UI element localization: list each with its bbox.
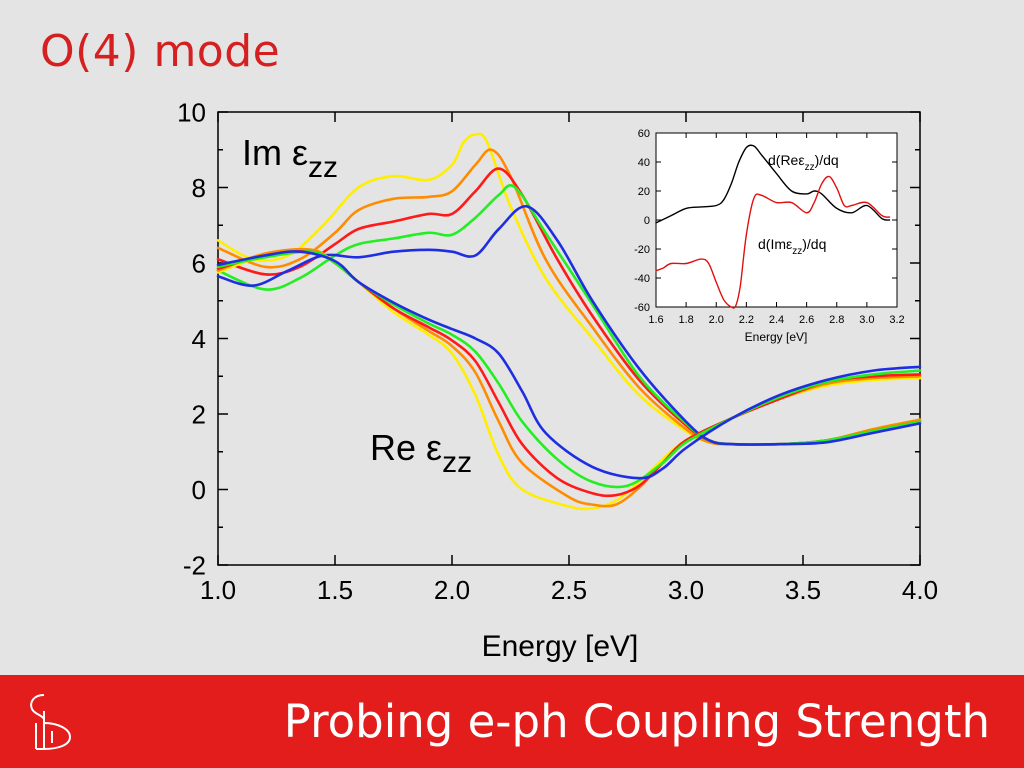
y-tick-label: 10 (177, 97, 206, 127)
inset-dre-annotation: d(Reεzz)/dq (768, 152, 839, 173)
re-eps-annotation: Re εzz (370, 427, 472, 479)
institution-logo-icon (30, 694, 72, 750)
x-tick-label: 3.2 (889, 314, 904, 326)
x-tick-label: 2.6 (799, 314, 814, 326)
im-eps-annotation: Im εzz (242, 132, 338, 184)
series-line-0 (655, 144, 891, 224)
y-tick-label: 8 (192, 173, 206, 203)
y-tick-label: 40 (638, 157, 650, 169)
x-tick-label: 2.5 (551, 575, 587, 605)
main-series (216, 132, 922, 511)
inset-plot: 1.6 1.8 2.0 2.2 2.4 2.6 2.8 3.0 3.2 -60 -40 -20 0 20 4… (634, 128, 905, 344)
x-tick-label: 3.0 (859, 314, 874, 326)
y-tick-label: -2 (183, 550, 206, 580)
y-tick-label: 4 (192, 324, 206, 354)
y-tick-label: 0 (192, 475, 206, 505)
inset-plot-frame (655, 132, 898, 308)
slide-title: O(4) mode (40, 26, 281, 77)
footer-title: Probing e-ph Coupling Strength (283, 695, 990, 748)
y-tick-label: 20 (638, 186, 650, 198)
re-series-line-9 (216, 250, 922, 480)
inset-x-axis-label: Energy [eV] (745, 330, 808, 344)
y-tick-label: 60 (638, 128, 650, 140)
y-tick-label: 6 (192, 248, 206, 278)
x-tick-label: 1.8 (678, 314, 693, 326)
re-series-line-8 (216, 250, 922, 489)
y-tick-label: -60 (634, 302, 650, 314)
im-series-line-4 (216, 205, 922, 446)
inset-ticks: 1.6 1.8 2.0 2.2 2.4 2.6 2.8 3.0 3.2 -60 -40 -20 0 20 4… (634, 128, 905, 326)
x-tick-label: 4.0 (902, 575, 938, 605)
main-x-axis-label: Energy [eV] (482, 630, 639, 663)
x-tick-label: 3.0 (668, 575, 704, 605)
y-tick-label: 2 (192, 399, 206, 429)
inset-dim-annotation: d(Imεzz)/dq (758, 236, 826, 257)
x-tick-label: 1.5 (317, 575, 353, 605)
x-tick-label: 1.0 (200, 575, 236, 605)
inset-series (655, 144, 891, 309)
x-tick-label: 2.0 (434, 575, 470, 605)
x-tick-label: 1.6 (648, 314, 663, 326)
y-tick-label: -40 (634, 273, 650, 285)
y-tick-label: 0 (644, 215, 650, 227)
x-tick-label: 3.5 (785, 575, 821, 605)
x-tick-label: 2.2 (739, 314, 754, 326)
footer-bar: Probing e-ph Coupling Strength (0, 675, 1024, 768)
x-tick-label: 2.0 (709, 314, 724, 326)
series-line-1 (655, 175, 891, 309)
x-tick-label: 2.8 (829, 314, 844, 326)
y-tick-label: -20 (634, 244, 650, 256)
x-tick-label: 2.4 (769, 314, 784, 326)
